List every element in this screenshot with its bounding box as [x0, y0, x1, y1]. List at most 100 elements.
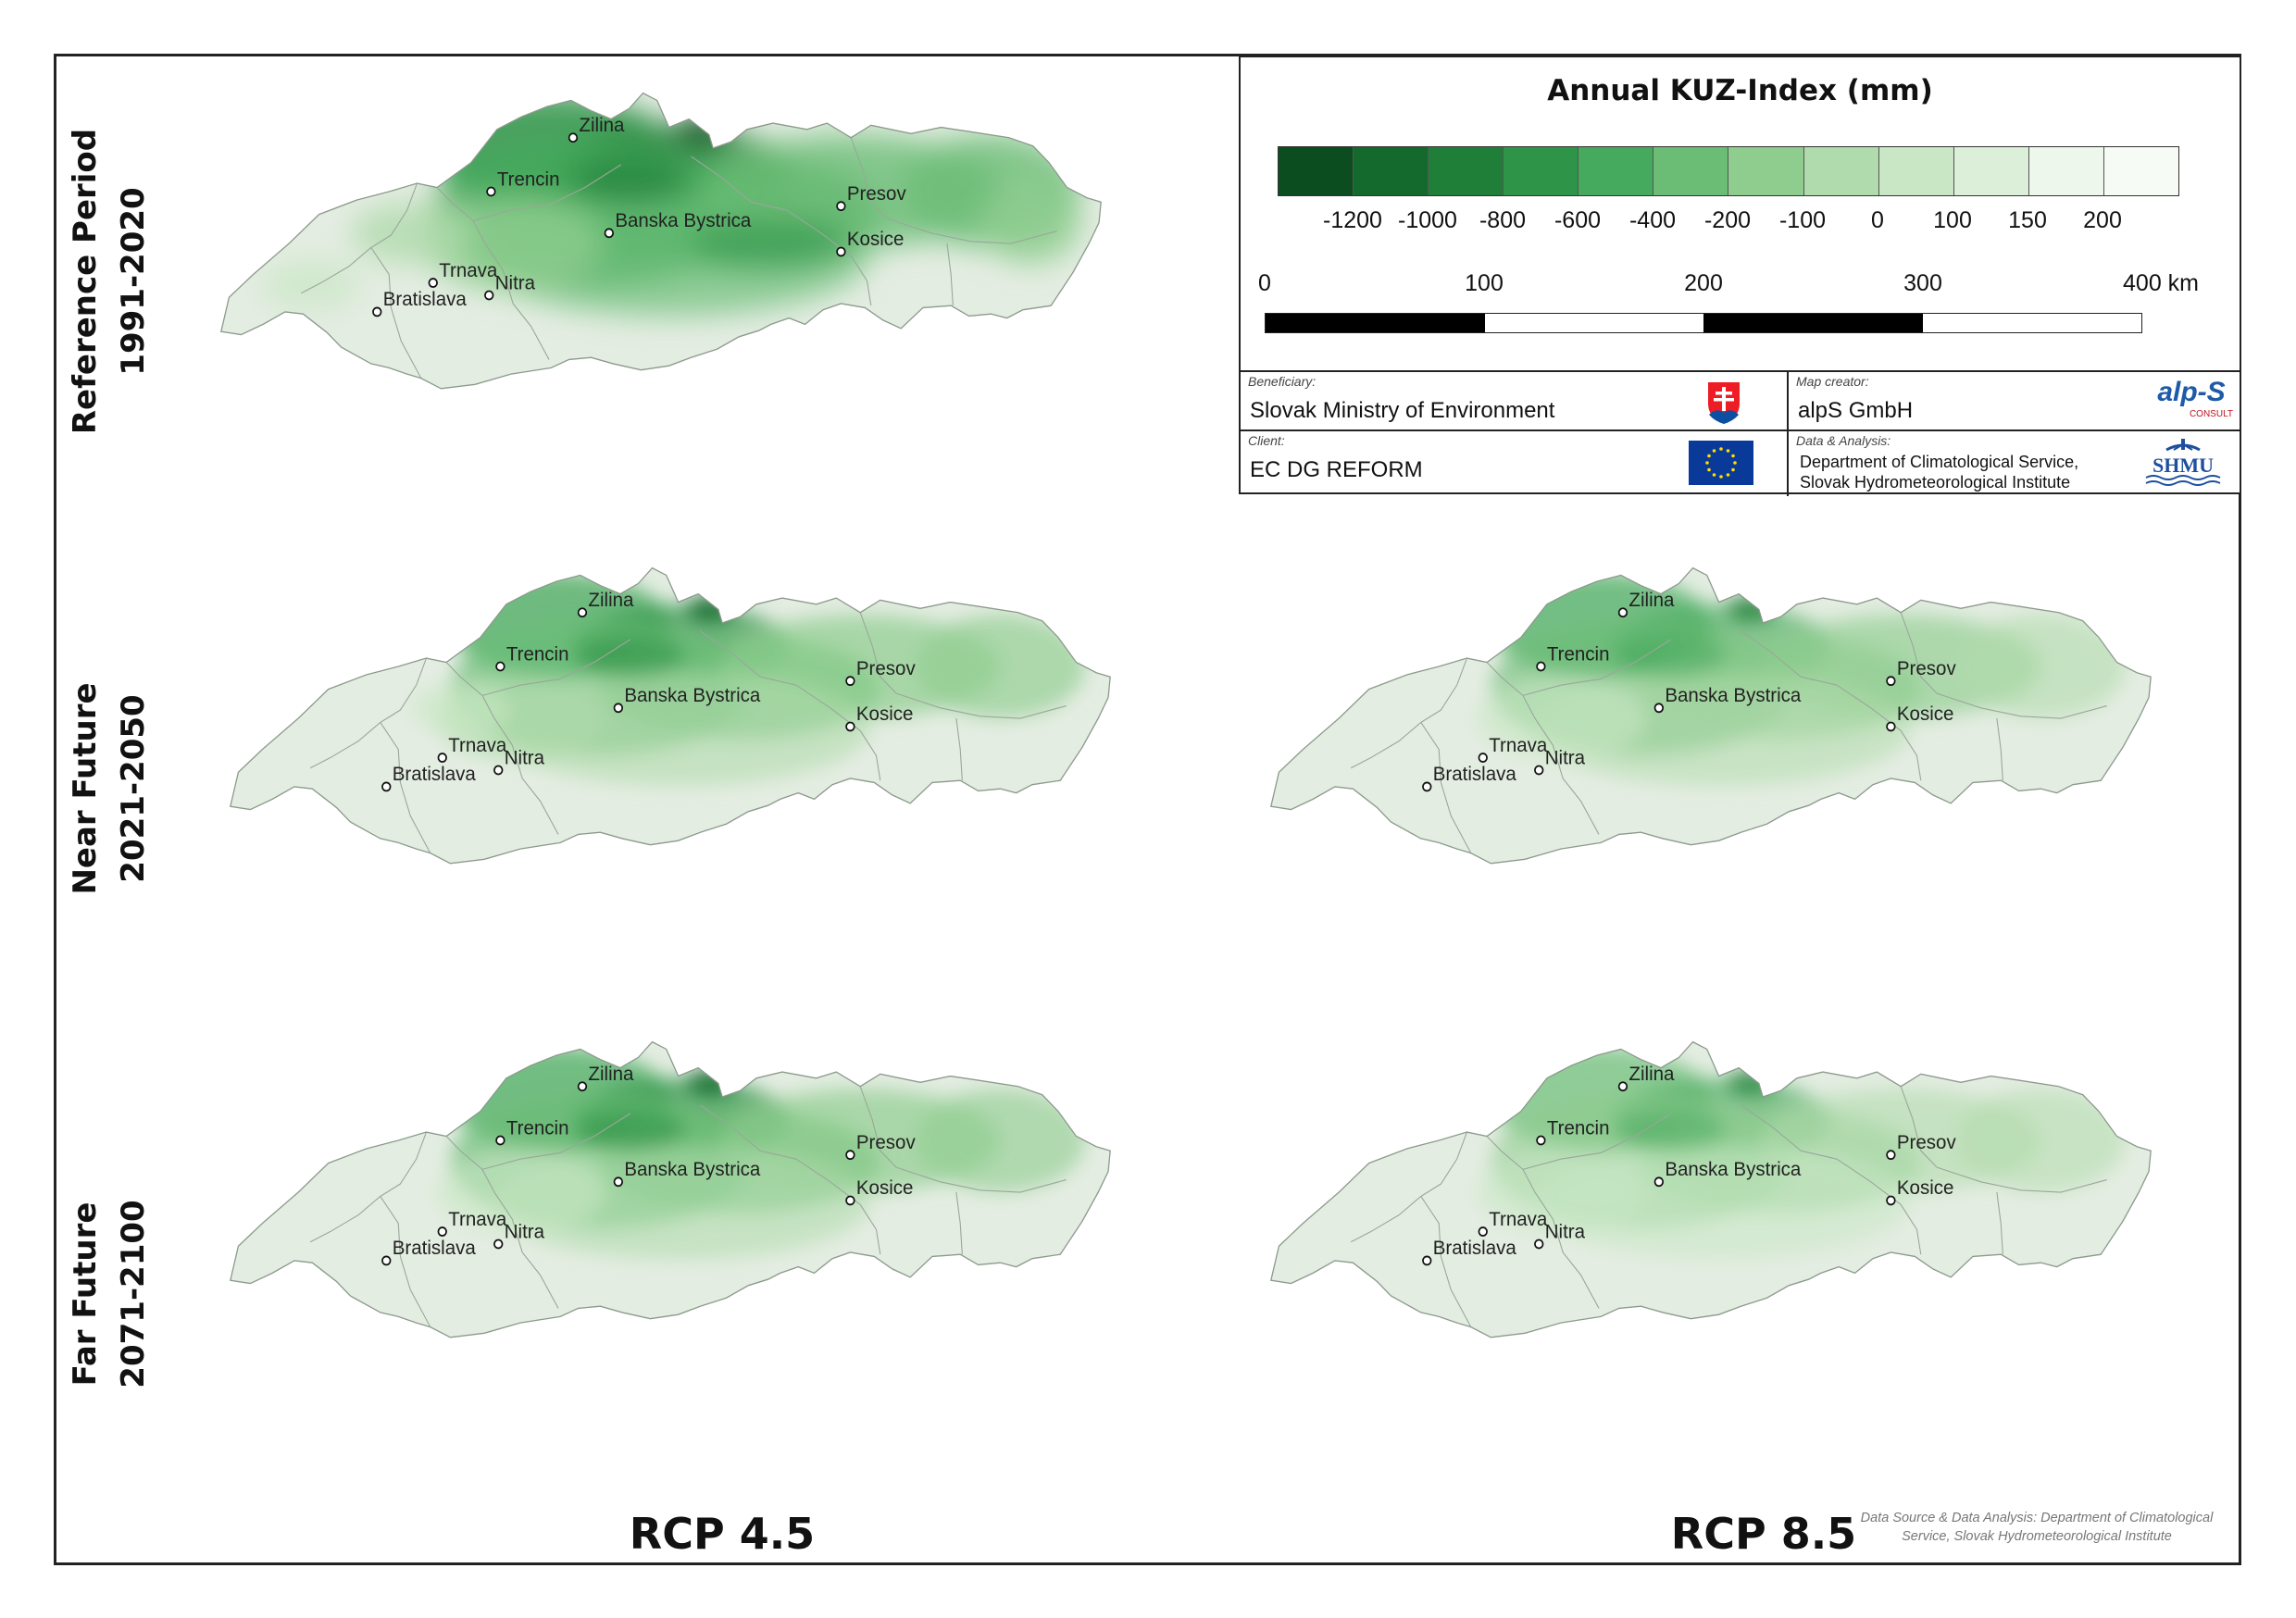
- map-far-future-rcp85: Zilina Trencin Presov Banska Bystrica Kosice…: [1270, 1040, 2152, 1338]
- kuz-intensity-patch: [915, 1089, 1086, 1192]
- region-boundary: [380, 1196, 431, 1327]
- city-marker-bratislava: [372, 306, 382, 317]
- legend-tick-label: 150: [2008, 207, 2047, 233]
- region-boundary: [1900, 612, 1938, 694]
- column-label-rcp85: RCP 8.5: [1670, 1509, 1857, 1559]
- city-label-trencin: Trencin: [497, 168, 560, 190]
- kuz-intensity-patch: [575, 635, 686, 678]
- kuz-intensity-patch: [261, 258, 361, 311]
- beneficiary-cell: Beneficiary: Slovak Ministry of Environm…: [1241, 372, 1789, 431]
- city-label-trencin: Trencin: [506, 1117, 569, 1139]
- region-boundary: [1350, 1196, 1422, 1243]
- city-label-trnava: Trnava: [448, 1209, 506, 1230]
- kuz-intensity-patch: [351, 202, 471, 265]
- region-boundary: [481, 1113, 631, 1170]
- city-marker-presov: [845, 1150, 855, 1161]
- kuz-intensity-patch: [1476, 1151, 1646, 1234]
- beneficiary-name: Slovak Ministry of Environment: [1250, 398, 1555, 423]
- city-marker-nitra: [1534, 1238, 1544, 1250]
- region-boundary: [1486, 1136, 1600, 1309]
- legend-swatch: [1504, 147, 1579, 195]
- eu-star: [1712, 449, 1716, 453]
- svg-text:SHMU: SHMU: [2152, 454, 2214, 477]
- city-marker-trencin: [495, 1135, 505, 1146]
- city-marker-presov: [836, 201, 846, 212]
- legend-tick-label: 0: [1871, 207, 1884, 233]
- region-boundary: [370, 182, 418, 248]
- city-label-banska-bystrica: Banska Bystrica: [1665, 685, 1801, 706]
- city-marker-zilina: [577, 607, 588, 618]
- region-boundary: [370, 247, 422, 379]
- region-boundary: [1996, 1191, 2003, 1255]
- city-label-bratislava: Bratislava: [383, 289, 467, 310]
- region-boundary: [946, 243, 954, 306]
- map-near-future-rcp85: Zilina Trencin Presov Banska Bystrica Kosice…: [1270, 566, 2152, 865]
- region-boundary: [481, 639, 631, 696]
- row-label-far-future: Far Future 2071-2100: [67, 1200, 152, 1388]
- region-boundary: [1522, 639, 1672, 696]
- scale-label: 200: [1684, 270, 1723, 296]
- city-label-trnava: Trnava: [1489, 735, 1547, 756]
- city-marker-zilina: [1617, 607, 1628, 618]
- eu-star: [1712, 473, 1716, 477]
- kuz-intensity-patch: [915, 615, 1086, 718]
- kuz-intensity-patch: [980, 180, 1081, 265]
- region-boundary: [1420, 722, 1472, 853]
- city-marker-kosice: [845, 1195, 855, 1206]
- country-outline: [230, 566, 1111, 865]
- city-marker-trnava: [437, 1226, 447, 1237]
- legend-panel: Annual KUZ-Index (mm) -1200 -1000 -800 -600…: [1239, 56, 2241, 496]
- kuz-intensity-patch: [672, 117, 730, 146]
- region-boundary: [895, 1166, 1067, 1193]
- scale-label: 400 km: [2123, 270, 2199, 296]
- region-boundary: [309, 722, 381, 769]
- region-boundary: [380, 722, 431, 853]
- region-boundary: [445, 1136, 559, 1309]
- city-label-banska-bystrica: Banska Bystrica: [624, 685, 760, 706]
- legend-tick-label: -1000: [1398, 207, 1457, 233]
- scale-label: 0: [1258, 270, 1271, 296]
- city-marker-zilina: [568, 132, 579, 143]
- eu-star: [1719, 447, 1723, 451]
- eu-star: [1726, 473, 1730, 477]
- city-label-zilina: Zilina: [1628, 1064, 1674, 1085]
- legend-tick-label: -400: [1628, 207, 1677, 233]
- region-boundary: [886, 218, 1057, 244]
- city-marker-trencin: [1536, 1135, 1546, 1146]
- city-marker-bratislava: [1422, 781, 1432, 792]
- region-boundary: [795, 684, 881, 781]
- scale-bar: [1265, 313, 2142, 333]
- kuz-intensity-patch: [575, 1109, 686, 1151]
- region-boundary: [700, 630, 797, 686]
- city-label-zilina: Zilina: [588, 590, 633, 611]
- row-label-near-future: Near Future 2021-2050: [67, 682, 152, 895]
- region-boundary: [436, 187, 550, 360]
- color-ramp: [1278, 146, 2179, 196]
- map-near-future-rcp45: Zilina Trencin Presov Banska Bystrica Kosice…: [230, 566, 1111, 865]
- region-boundary: [1836, 684, 1922, 781]
- scale-label: 100: [1465, 270, 1504, 296]
- country-outline: [220, 92, 1102, 390]
- city-marker-trencin: [486, 186, 496, 197]
- legend-tick-label: -100: [1778, 207, 1827, 233]
- client-name: EC DG REFORM: [1250, 457, 1423, 482]
- city-marker-kosice: [1886, 1195, 1896, 1206]
- city-label-zilina: Zilina: [588, 1064, 633, 1085]
- legend-swatch: [1878, 147, 1954, 195]
- city-label-bratislava: Bratislava: [1433, 764, 1516, 785]
- legend-swatch: [1279, 147, 1354, 195]
- map-creator-caption: Map creator:: [1796, 374, 1869, 389]
- client-cell: Client: EC DG REFORM: [1241, 431, 1789, 496]
- city-label-nitra: Nitra: [505, 747, 545, 768]
- kuz-intensity-patch: [410, 681, 511, 734]
- city-label-trencin: Trencin: [1547, 1117, 1610, 1139]
- region-boundary: [1741, 1104, 1838, 1160]
- region-boundary: [1486, 662, 1600, 835]
- eu-star: [1707, 467, 1711, 472]
- region-boundary: [300, 247, 372, 294]
- kuz-intensity-patch: [570, 158, 692, 205]
- city-marker-presov: [1886, 676, 1896, 687]
- city-label-presov: Presov: [1897, 658, 1956, 679]
- kuz-intensity-patch: [691, 218, 852, 269]
- city-label-kosice: Kosice: [847, 229, 905, 250]
